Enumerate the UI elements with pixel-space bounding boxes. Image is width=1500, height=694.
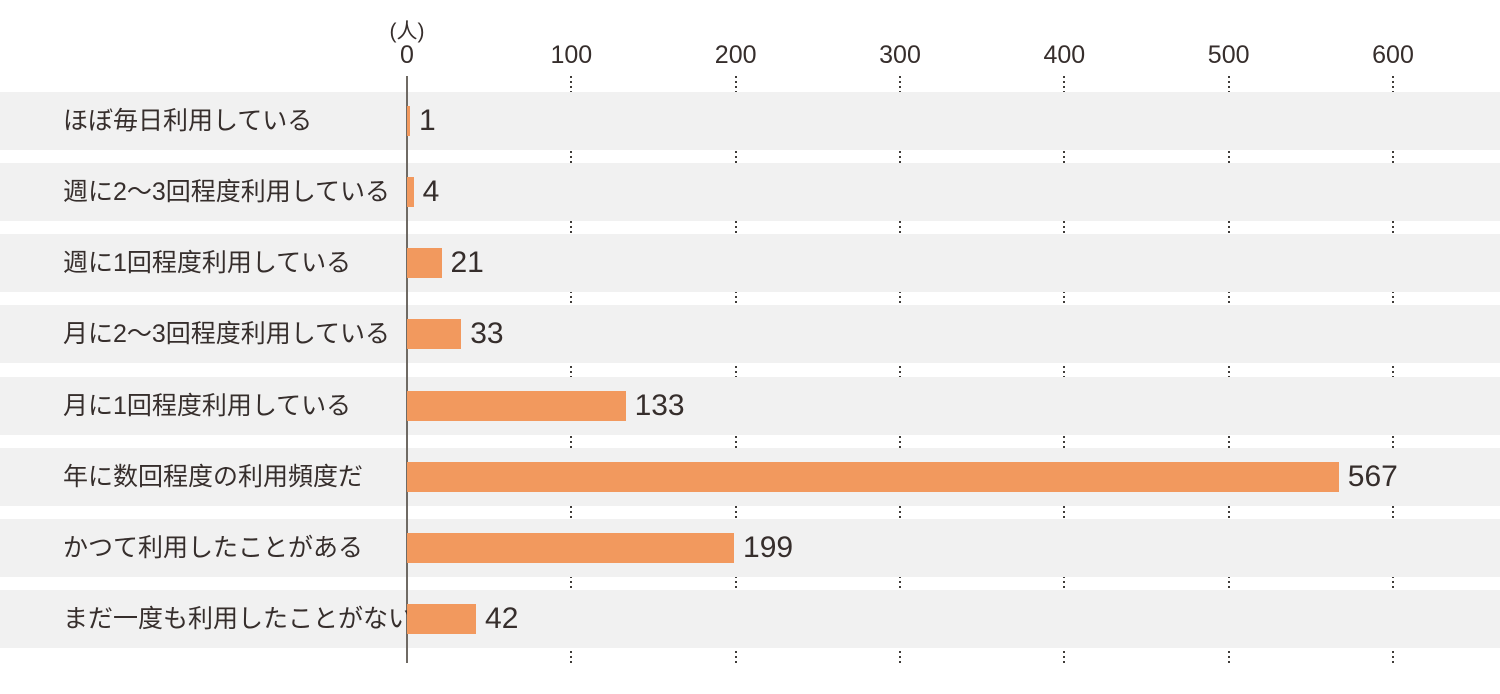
bar [407, 533, 735, 563]
row-band [0, 519, 1500, 577]
category-label: ほぼ毎日利用している [63, 107, 313, 135]
value-label: 1 [419, 104, 436, 137]
row-band [0, 234, 1500, 292]
value-label: 567 [1347, 460, 1398, 493]
vertical-gridline [899, 76, 901, 663]
bar [407, 391, 626, 421]
value-label: 133 [634, 389, 685, 422]
value-label: 42 [485, 602, 519, 635]
bar [407, 177, 414, 207]
bar [407, 319, 462, 349]
category-label: 月に1回程度利用している [63, 392, 352, 420]
value-label: 21 [450, 246, 484, 279]
x-tick-label: 500 [1207, 41, 1250, 69]
row-band [0, 163, 1500, 221]
value-label: 4 [422, 175, 440, 208]
category-label: かつて利用したことがある [63, 534, 364, 562]
row-band [0, 590, 1500, 648]
y-axis-line [406, 76, 408, 663]
vertical-gridline [1227, 76, 1230, 663]
x-tick-label: 300 [879, 41, 921, 69]
axis-unit-label: (人) [389, 20, 425, 43]
row-band [0, 92, 1500, 150]
category-label: 週に2〜3回程度利用している [63, 178, 391, 206]
vertical-gridline [1392, 76, 1394, 663]
vertical-gridline [1063, 76, 1066, 663]
x-tick-label: 0 [400, 41, 414, 69]
value-label: 199 [743, 531, 794, 564]
bar [407, 462, 1339, 492]
category-label: まだ一度も利用したことがない [63, 605, 414, 633]
value-label: 33 [470, 317, 504, 350]
x-tick-label: 100 [550, 41, 593, 69]
bar [407, 604, 477, 634]
row-band [0, 305, 1500, 363]
category-label: 月に2〜3回程度利用している [63, 320, 391, 348]
category-label: 年に数回程度の利用頻度だ [63, 463, 364, 491]
row-band [0, 377, 1500, 435]
bar [407, 248, 442, 278]
x-tick-label: 600 [1372, 41, 1414, 69]
vertical-gridline [570, 76, 573, 663]
category-label: 週に1回程度利用している [63, 249, 352, 277]
x-tick-label: 200 [714, 41, 757, 69]
vertical-gridline [734, 76, 737, 663]
x-tick-label: 400 [1043, 41, 1086, 69]
bar [407, 106, 410, 136]
